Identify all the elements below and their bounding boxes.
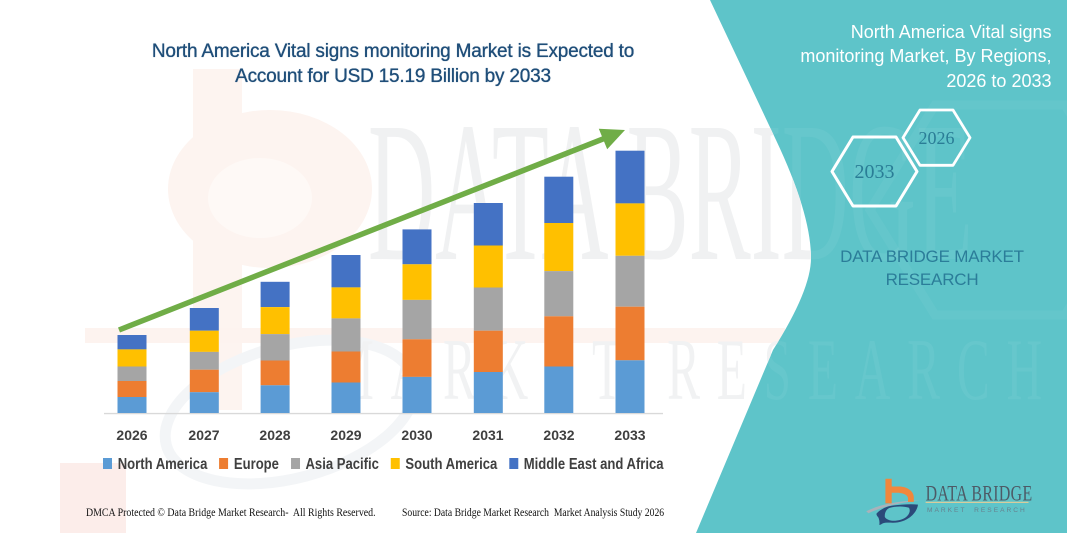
svg-text:2033: 2033 — [855, 161, 895, 183]
svg-text:MARKET RESEARCH: MARKET RESEARCH — [927, 507, 1027, 514]
svg-text:2026: 2026 — [919, 128, 955, 148]
